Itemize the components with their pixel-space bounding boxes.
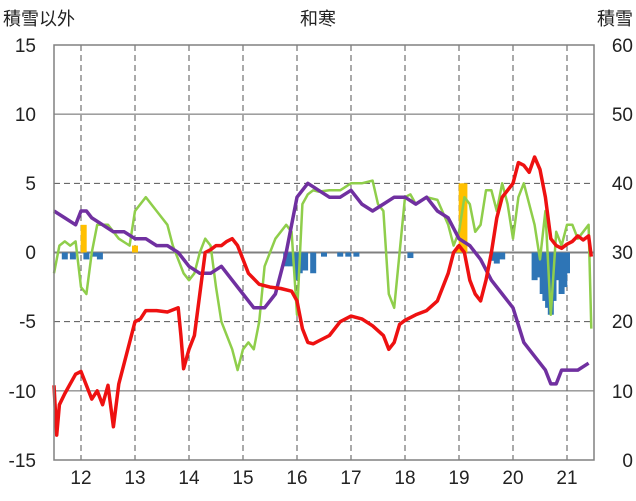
left-tick: 15 bbox=[15, 36, 36, 57]
blue_bar-bar bbox=[288, 252, 295, 267]
blue_bar-bar bbox=[83, 252, 90, 260]
right-tick: 10 bbox=[612, 382, 633, 403]
blue_bar-bar bbox=[310, 252, 317, 274]
x-tick: 14 bbox=[178, 468, 200, 489]
blue_bar-bar bbox=[96, 252, 103, 260]
x-tick: 16 bbox=[286, 468, 307, 489]
chart-title: 和寒 bbox=[300, 9, 336, 30]
left-tick: -10 bbox=[9, 382, 36, 403]
left-tick: 10 bbox=[15, 105, 36, 126]
right-axis-label: 積雪 bbox=[597, 9, 633, 30]
x-tick: 21 bbox=[556, 468, 577, 489]
left-axis-label: 積雪以外 bbox=[3, 9, 75, 30]
right-y-ticks: 60 50 40 30 20 10 0 bbox=[612, 36, 633, 472]
orange_bar-bar bbox=[132, 245, 138, 253]
green-series-line bbox=[52, 179, 593, 372]
plot-frame bbox=[53, 44, 595, 461]
left-y-ticks: 15 10 5 0 -5 -10 -15 bbox=[9, 36, 36, 472]
orange_bar-bar bbox=[80, 224, 87, 253]
blue_bar-bar bbox=[321, 252, 327, 257]
blue_bar-bar bbox=[353, 252, 360, 257]
right-tick: 0 bbox=[622, 451, 633, 472]
right-tick: 50 bbox=[612, 105, 633, 126]
red-series-line bbox=[52, 155, 594, 437]
orange_bar-bar bbox=[461, 183, 468, 253]
x-tick: 13 bbox=[124, 468, 145, 489]
blue_bar-bar bbox=[337, 252, 344, 257]
blue_bar-bar bbox=[534, 252, 541, 278]
blue_bar-bar bbox=[61, 252, 68, 260]
purple-series-line bbox=[53, 181, 590, 386]
blue_bar-bar bbox=[69, 252, 76, 260]
right-tick: 30 bbox=[612, 243, 633, 264]
blue_bar-bar bbox=[499, 252, 506, 260]
x-tick: 15 bbox=[232, 468, 253, 489]
lines bbox=[52, 155, 594, 437]
grid bbox=[54, 45, 594, 460]
x-tick: 19 bbox=[448, 468, 469, 489]
blue_bar-bar bbox=[493, 252, 500, 264]
blue_bar-bar bbox=[564, 252, 570, 274]
left-tick: -15 bbox=[9, 451, 36, 472]
left-tick: -5 bbox=[19, 312, 36, 333]
right-tick: 20 bbox=[612, 312, 633, 333]
left-tick: 0 bbox=[25, 243, 36, 264]
right-tick: 40 bbox=[612, 174, 633, 195]
x-tick: 17 bbox=[340, 468, 361, 489]
left-tick: 5 bbox=[25, 174, 36, 195]
blue_bar-bar bbox=[91, 252, 98, 257]
blue_bar-bar bbox=[302, 252, 309, 271]
blue_bar-bar bbox=[407, 252, 414, 259]
right-tick: 60 bbox=[612, 36, 633, 57]
blue_bar-bar bbox=[345, 252, 352, 257]
x-ticks: 12 13 14 15 16 17 18 19 20 21 bbox=[70, 468, 577, 489]
x-tick: 18 bbox=[394, 468, 415, 489]
x-tick: 12 bbox=[70, 468, 91, 489]
x-tick: 20 bbox=[502, 468, 523, 489]
